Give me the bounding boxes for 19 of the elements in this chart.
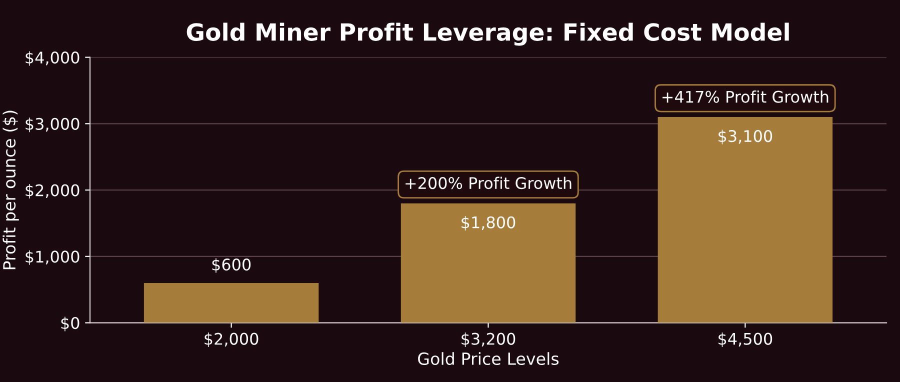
- x-tick-label: $4,500: [718, 332, 772, 347]
- data-label: $600: [212, 258, 251, 273]
- x-tick-label: $2,000: [204, 332, 258, 347]
- data-label: $1,800: [462, 216, 516, 231]
- y-axis-title: Profit per ounce ($): [2, 110, 19, 270]
- bar: [144, 282, 319, 323]
- data-label: $3,100: [718, 130, 772, 144]
- x-axis-title: Gold Price Levels: [418, 352, 559, 366]
- y-tick-label: $3,000: [26, 118, 80, 132]
- y-tick-label: $0: [61, 316, 80, 332]
- y-tick-label: $2,000: [26, 184, 80, 198]
- annotation: +417% Profit Growth: [662, 90, 828, 103]
- y-tick-label: $1,000: [26, 250, 80, 265]
- annotation: +200% Profit Growth: [406, 176, 572, 190]
- bar: [658, 117, 833, 323]
- y-tick-label: $4,000: [26, 51, 80, 66]
- bar: [400, 203, 576, 323]
- chart-title: Gold Miner Profit Leverage: Fixed Cost Model: [186, 22, 789, 46]
- x-tick-label: $3,200: [462, 332, 516, 347]
